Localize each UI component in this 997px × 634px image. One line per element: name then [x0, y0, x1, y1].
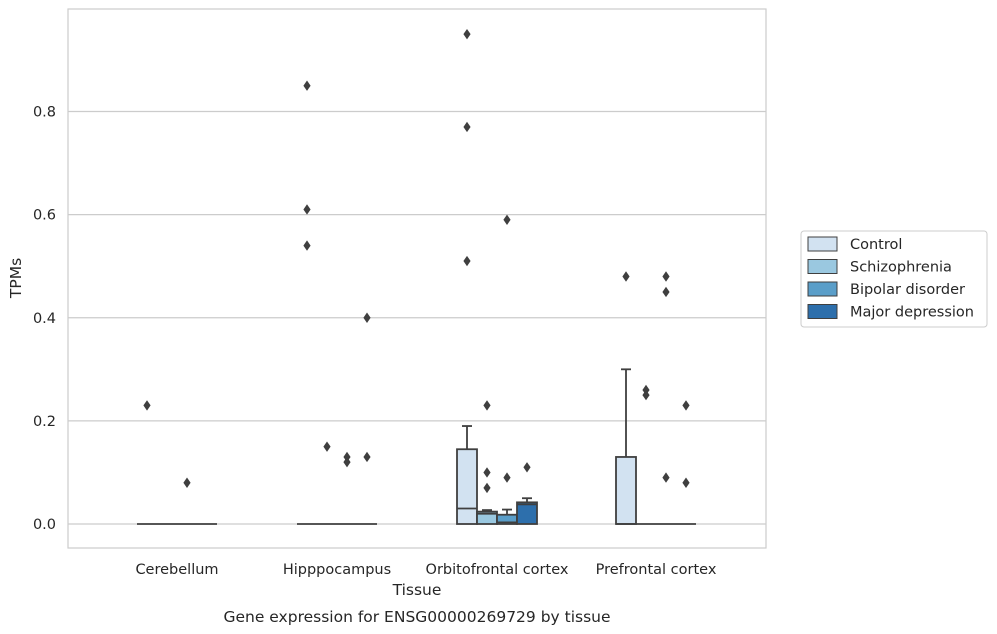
x-tick-label: Hipppocampus	[283, 562, 391, 578]
outlier-point	[303, 80, 311, 91]
outlier-point	[622, 271, 630, 282]
outlier-point	[343, 456, 351, 468]
x-axis-title: Tissue	[392, 581, 442, 599]
outlier-point	[303, 204, 311, 215]
box-group	[476, 400, 498, 525]
legend-label: Control	[850, 237, 902, 253]
y-tick-label: 0.8	[33, 105, 56, 121]
y-tick-label: 0.4	[33, 311, 56, 327]
x-tick-label: Prefrontal cortex	[596, 562, 717, 578]
y-axis-title: TPMs	[7, 258, 25, 299]
outlier-point	[682, 477, 690, 488]
legend-items: Control Schizophrenia Bipolar disorder Majo…	[807, 236, 974, 321]
outlier-point	[183, 477, 191, 488]
box-group	[177, 477, 197, 525]
box-plot-marks	[137, 28, 696, 525]
outlier-point	[323, 441, 331, 452]
box-group	[656, 271, 676, 525]
box	[456, 448, 478, 525]
box	[516, 501, 538, 525]
legend-label: Bipolar disorder	[850, 282, 965, 298]
legend-swatch	[807, 236, 838, 252]
legend-swatch	[807, 259, 838, 274]
outlier-point	[483, 400, 491, 411]
box-group	[317, 441, 337, 525]
box-group	[516, 462, 538, 525]
x-tick-label: Cerebellum	[135, 562, 218, 578]
box-group	[137, 400, 157, 525]
y-tick-label: 0.2	[33, 414, 56, 430]
box-group	[337, 451, 357, 525]
outlier-point	[642, 389, 650, 401]
outlier-point	[503, 472, 511, 483]
box-group	[357, 312, 377, 525]
outlier-point	[363, 312, 371, 323]
legend-swatch	[807, 281, 838, 297]
grid-lines	[68, 110, 766, 525]
legend-label: Schizophrenia	[850, 260, 952, 276]
box-group	[496, 214, 518, 525]
outlier-point	[523, 462, 531, 473]
box-group	[297, 80, 317, 525]
box	[615, 456, 637, 525]
box-group	[636, 384, 656, 525]
outlier-point	[662, 286, 670, 298]
legend-label: Major depression	[850, 305, 974, 321]
outlier-point	[662, 271, 670, 282]
outlier-point	[682, 400, 690, 411]
legend: Control Schizophrenia Bipolar disorder Majo…	[800, 230, 988, 328]
plot-frame	[67, 8, 767, 549]
x-tick-label: Orbitofrontal cortex	[426, 562, 569, 578]
outlier-point	[463, 28, 471, 40]
box-group	[456, 28, 478, 525]
y-tick-label: 0.6	[33, 208, 56, 224]
box-group	[615, 271, 637, 525]
x-tick-labels: Cerebellum Hipppocampus Orbitofrontal cort…	[135, 562, 716, 578]
legend-frame	[800, 230, 988, 328]
outlier-point	[143, 400, 151, 411]
chart-caption: Gene expression for ENSG00000269729 by t…	[223, 608, 610, 626]
box-group	[676, 400, 696, 525]
outlier-point	[503, 214, 511, 225]
outlier-point	[483, 482, 491, 494]
outlier-point	[303, 240, 311, 251]
outlier-point	[483, 467, 491, 478]
y-tick-labels: 0.0 0.2 0.4 0.6 0.8	[33, 105, 56, 534]
outlier-point	[463, 121, 471, 133]
y-tick-label: 0.0	[33, 517, 56, 533]
outlier-point	[363, 451, 371, 463]
outlier-point	[463, 255, 471, 267]
legend-swatch	[807, 304, 838, 319]
outlier-point	[662, 472, 670, 483]
